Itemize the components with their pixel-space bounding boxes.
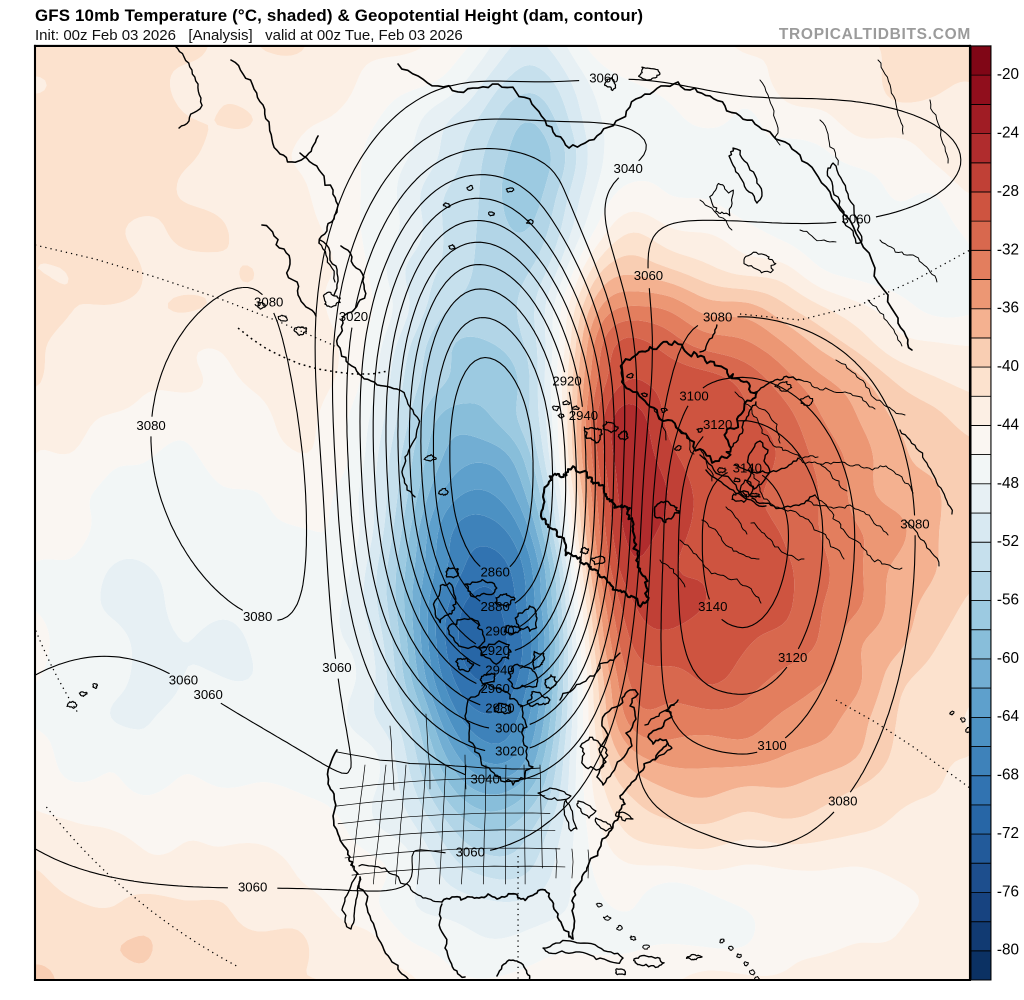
svg-text:2900: 2900 [485, 623, 514, 638]
svg-text:3060: 3060 [322, 660, 351, 675]
svg-text:-36: -36 [997, 300, 1019, 317]
svg-text:3060: 3060 [238, 880, 267, 895]
svg-text:-64: -64 [997, 708, 1020, 725]
svg-text:3040: 3040 [614, 161, 643, 176]
svg-text:3000: 3000 [495, 721, 524, 736]
svg-text:-44: -44 [997, 416, 1020, 433]
svg-text:3060: 3060 [169, 672, 198, 687]
svg-text:-80: -80 [997, 942, 1019, 959]
svg-text:-40: -40 [997, 358, 1019, 375]
svg-text:-48: -48 [997, 475, 1019, 492]
svg-text:3040: 3040 [470, 772, 499, 787]
svg-text:3060: 3060 [456, 845, 485, 860]
svg-text:3140: 3140 [698, 599, 727, 614]
svg-text:-32: -32 [997, 241, 1019, 258]
svg-text:3120: 3120 [778, 650, 807, 665]
svg-text:3080: 3080 [900, 517, 929, 532]
svg-text:3020: 3020 [495, 744, 524, 759]
svg-text:2920: 2920 [480, 643, 509, 658]
svg-text:-52: -52 [997, 533, 1019, 550]
svg-text:-72: -72 [997, 825, 1019, 842]
svg-text:3080: 3080 [243, 609, 272, 624]
svg-text:3060: 3060 [589, 71, 618, 86]
svg-text:2860: 2860 [480, 565, 509, 580]
svg-text:3060: 3060 [194, 687, 223, 702]
svg-text:3100: 3100 [679, 388, 708, 403]
svg-text:3080: 3080 [254, 294, 283, 309]
svg-text:-68: -68 [997, 767, 1019, 784]
svg-text:-76: -76 [997, 883, 1019, 900]
svg-text:3140: 3140 [733, 460, 762, 475]
svg-text:3080: 3080 [703, 310, 732, 325]
svg-text:2940: 2940 [485, 663, 514, 678]
svg-text:3080: 3080 [136, 418, 165, 433]
svg-text:2940: 2940 [569, 408, 598, 423]
svg-text:3080: 3080 [828, 794, 857, 809]
svg-text:3020: 3020 [339, 309, 368, 324]
svg-text:2920: 2920 [552, 373, 581, 388]
svg-text:2960: 2960 [480, 681, 509, 696]
svg-text:-28: -28 [997, 183, 1019, 200]
svg-text:3100: 3100 [757, 738, 786, 753]
svg-text:-20: -20 [997, 66, 1019, 83]
svg-text:3060: 3060 [634, 268, 663, 283]
svg-text:3060: 3060 [842, 212, 871, 227]
svg-text:-56: -56 [997, 591, 1019, 608]
svg-text:3120: 3120 [703, 417, 732, 432]
svg-text:-24: -24 [997, 124, 1020, 141]
svg-text:2980: 2980 [485, 700, 514, 715]
svg-text:-60: -60 [997, 650, 1019, 667]
svg-text:2880: 2880 [480, 599, 509, 614]
